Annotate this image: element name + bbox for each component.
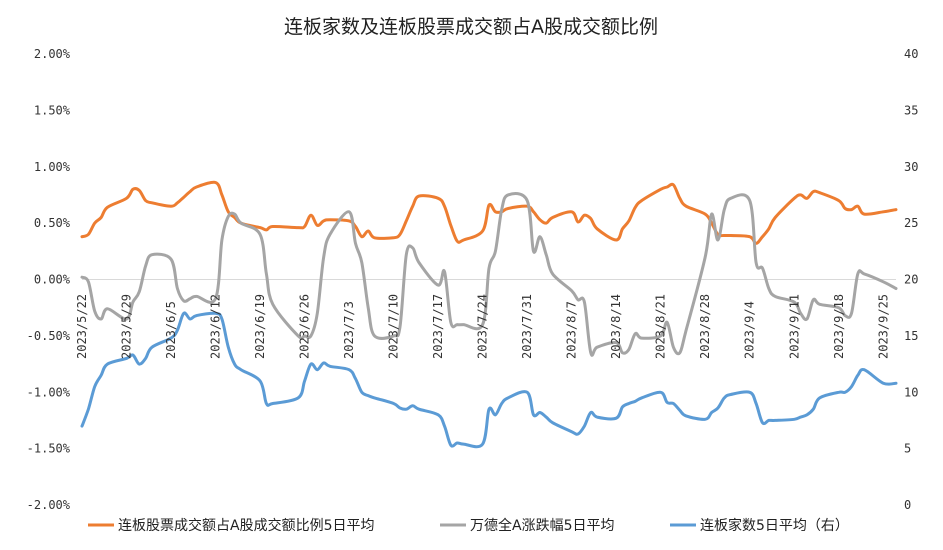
x-tick-label: 2023/6/19 (253, 294, 267, 359)
x-tick-label: 2023/9/25 (876, 294, 890, 359)
x-tick-label: 2023/8/7 (565, 301, 579, 359)
left-y-tick-label: -1.00% (27, 385, 71, 399)
left-y-tick-label: -0.50% (27, 329, 71, 343)
series-line-board-turnover-ratio (80, 180, 898, 245)
legend: 连板股票成交额占A股成交额比例5日平均 万德全A涨跌幅5日平均 连板家数5日平均（右… (88, 517, 849, 534)
series-line-board-count (80, 311, 898, 449)
right-y-tick-label: 5 (904, 442, 911, 456)
left-y-tick-label: 0.00% (34, 273, 71, 287)
x-tick-label: 2023/7/10 (387, 294, 401, 359)
x-tick-label: 2023/7/17 (431, 294, 445, 359)
legend-item-board-count: 连板家数5日平均（右） (670, 517, 849, 534)
x-axis: 2023/5/22 2023/5/29 2023/6/5 2023/6/12 2023/… (75, 294, 890, 359)
right-y-tick-label: 35 (904, 103, 918, 117)
x-tick-label: 2023/6/5 (164, 301, 178, 359)
right-y-tick-label: 0 (904, 498, 911, 512)
x-tick-label: 2023/8/14 (609, 294, 623, 359)
right-y-tick-label: 40 (904, 47, 918, 61)
legend-label: 万德全A涨跌幅5日平均 (470, 517, 614, 534)
right-y-tick-label: 20 (904, 273, 918, 287)
legend-label: 连板家数5日平均（右） (700, 517, 849, 534)
left-y-tick-label: -1.50% (27, 442, 71, 456)
right-y-tick-label: 30 (904, 160, 918, 174)
left-y-tick-label: 0.50% (34, 216, 71, 230)
left-y-axis: 2.00% 1.50% 1.00% 0.50% 0.00% -0.50% -1.00% -1.… (27, 47, 71, 512)
x-tick-label: 2023/9/18 (832, 294, 846, 359)
legend-item-wind-all-a-change: 万德全A涨跌幅5日平均 (440, 517, 614, 534)
series-line-wind-all-a-change (80, 192, 898, 357)
x-tick-label: 2023/9/11 (787, 294, 801, 359)
left-y-tick-label: -2.00% (27, 498, 71, 512)
right-y-axis: 40 35 30 25 20 15 10 5 0 (904, 47, 918, 512)
x-tick-label: 2023/8/28 (698, 294, 712, 359)
x-tick-label: 2023/6/12 (209, 294, 223, 359)
chart-title: 连板家数及连板股票成交额占A股成交额比例 (284, 16, 658, 38)
legend-item-board-turnover-ratio: 连板股票成交额占A股成交额比例5日平均 (88, 517, 374, 534)
x-tick-label: 2023/7/24 (476, 294, 490, 359)
right-y-tick-label: 10 (904, 385, 918, 399)
series-layer (80, 180, 898, 449)
x-tick-label: 2023/5/22 (75, 294, 89, 359)
x-tick-label: 2023/9/4 (743, 301, 757, 359)
x-tick-label: 2023/7/31 (520, 294, 534, 359)
right-y-tick-label: 25 (904, 216, 918, 230)
left-y-tick-label: 1.50% (34, 103, 71, 117)
x-tick-label: 2023/5/29 (120, 294, 134, 359)
x-tick-label: 2023/7/3 (342, 301, 356, 359)
right-y-tick-label: 15 (904, 329, 918, 343)
legend-label: 连板股票成交额占A股成交额比例5日平均 (118, 517, 374, 534)
left-y-tick-label: 1.00% (34, 160, 71, 174)
x-tick-label: 2023/8/21 (654, 294, 668, 359)
x-tick-label: 2023/6/26 (298, 294, 312, 359)
left-y-tick-label: 2.00% (34, 47, 71, 61)
